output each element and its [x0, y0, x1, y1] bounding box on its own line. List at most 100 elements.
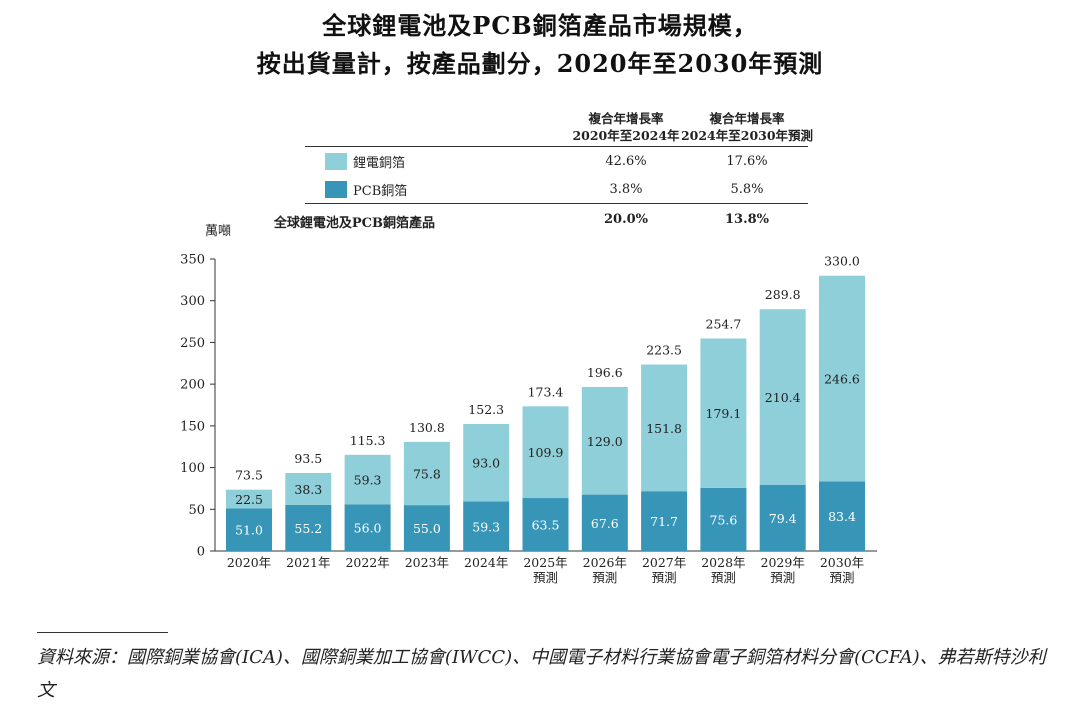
- x-tick-label: 預測: [592, 570, 617, 585]
- y-tick-label: 0: [197, 545, 205, 560]
- bar-lithium-foil: [522, 406, 569, 499]
- bar-lithium-foil: [641, 364, 688, 492]
- cagr-total-label: 全球鋰電池及PCB銅箔產品: [273, 216, 435, 231]
- legend-swatch-pcb-foil: [325, 180, 347, 198]
- data-label-pcb-foil: 75.6: [709, 512, 737, 527]
- cagr-header-2024-2030-line2: 2024年至2030年預測: [680, 128, 814, 143]
- x-tick-label: 預測: [770, 570, 795, 585]
- bar-pcb-foil: [463, 501, 510, 551]
- data-label-total: 93.5: [294, 451, 322, 466]
- data-label-pcb-foil: 55.0: [413, 521, 441, 536]
- x-tick-label: 預測: [533, 570, 558, 585]
- data-label-total: 173.4: [528, 384, 564, 399]
- y-tick-label: 100: [180, 461, 205, 476]
- data-label-lithium-foil: 210.4: [765, 390, 801, 405]
- legend-label-lithium-foil: 鋰電銅箔: [353, 155, 406, 171]
- data-label-total: 73.5: [235, 468, 263, 483]
- bar-pcb-foil: [700, 487, 747, 551]
- data-label-pcb-foil: 63.5: [532, 518, 560, 533]
- table-rule-bottom: [305, 203, 808, 204]
- x-tick-label: 2027年: [642, 555, 686, 570]
- bar-pcb-foil: [522, 498, 569, 551]
- data-label-total: 115.3: [350, 433, 386, 448]
- bar-pcb-foil: [759, 484, 806, 551]
- x-tick-label: 2029年: [761, 555, 805, 570]
- bar-pcb-foil: [581, 494, 628, 551]
- data-label-pcb-foil: 83.4: [828, 509, 856, 524]
- cagr-header-2020-2024: 複合年增長率 2020年至2024年: [556, 110, 696, 144]
- bar-lithium-foil: [226, 489, 272, 509]
- cagr-total-2024-2030: 13.8%: [724, 212, 769, 227]
- x-tick-label: 2026年: [583, 555, 627, 570]
- bar-lithium-foil: [581, 386, 628, 495]
- data-label-lithium-foil: 151.8: [646, 421, 682, 436]
- y-tick-label: 50: [188, 503, 205, 518]
- cagr-lithium-2024-2030: 17.6%: [726, 154, 768, 169]
- cagr-header-2024-2030: 複合年增長率 2024年至2030年預測: [677, 110, 817, 144]
- legend-item-pcb-foil: PCB銅箔: [325, 179, 407, 199]
- stacked-bar-chart: 0 50 100 150 200 250 300 350 51.0 22.5 73.5 2020年 55…: [180, 253, 877, 585]
- data-label-lithium-foil: 129.0: [587, 434, 623, 449]
- x-tick-label: 預測: [711, 570, 736, 585]
- bar-lithium-foil: [819, 275, 865, 482]
- data-label-pcb-foil: 51.0: [235, 523, 263, 538]
- data-label-total: 196.6: [587, 365, 623, 380]
- bar-pcb-foil: [403, 505, 450, 551]
- x-tick-label: 2028年: [701, 555, 745, 570]
- y-tick-label: 300: [180, 294, 205, 309]
- legend-item-lithium-foil: 鋰電銅箔: [325, 151, 405, 171]
- y-tick-label: 150: [180, 419, 205, 434]
- bar-lithium-foil: [700, 338, 747, 488]
- y-tick-label: 250: [180, 336, 205, 351]
- y-axis-unit: 萬噸: [205, 224, 232, 239]
- data-label-lithium-foil: 109.9: [528, 445, 564, 460]
- cagr-pcb-2020-2024: 3.8%: [609, 182, 643, 197]
- table-rule-top: [305, 146, 808, 147]
- bar-pcb-foil: [344, 504, 391, 551]
- bar-lithium-foil: [344, 454, 391, 505]
- data-label-lithium-foil: 22.5: [235, 492, 263, 507]
- bar-lithium-foil: [759, 309, 806, 485]
- x-tick-label: 2025年: [523, 555, 567, 570]
- chart-title-line-1: 全球鋰電池及PCB銅箔產品市場規模，: [322, 11, 758, 40]
- cagr-header-2020-2024-line1: 複合年增長率: [588, 111, 664, 126]
- bar-pcb-foil: [641, 491, 688, 551]
- data-label-lithium-foil: 59.3: [354, 473, 382, 488]
- bar-pcb-foil: [819, 481, 865, 551]
- cagr-header-2024-2030-line1: 複合年增長率: [709, 111, 785, 126]
- data-label-lithium-foil: 93.0: [472, 456, 500, 471]
- x-tick-label: 2021年: [286, 555, 330, 570]
- cagr-pcb-2024-2030: 5.8%: [730, 182, 764, 197]
- bar-pcb-foil: [226, 508, 272, 551]
- bar-pcb-foil: [285, 504, 332, 551]
- data-label-total: 223.5: [646, 343, 682, 358]
- data-label-total: 152.3: [468, 402, 504, 417]
- data-label-lithium-foil: 38.3: [294, 482, 322, 497]
- data-label-pcb-foil: 67.6: [591, 516, 619, 531]
- y-tick-label: 350: [180, 253, 205, 268]
- y-tick-label: 200: [180, 378, 205, 393]
- data-label-total: 330.0: [824, 254, 860, 269]
- data-label-lithium-foil: 246.6: [824, 372, 860, 387]
- data-label-total: 289.8: [765, 287, 801, 302]
- bar-lithium-foil: [403, 441, 450, 506]
- x-tick-label: 預測: [829, 570, 854, 585]
- cagr-total-2020-2024: 20.0%: [603, 212, 648, 227]
- source-divider: [37, 632, 168, 633]
- cagr-lithium-2020-2024: 42.6%: [605, 154, 647, 169]
- x-tick-label: 2022年: [345, 555, 389, 570]
- x-tick-label: 預測: [652, 570, 677, 585]
- data-label-pcb-foil: 79.4: [769, 511, 797, 526]
- bar-lithium-foil: [463, 423, 510, 502]
- x-tick-label: 2024年: [464, 555, 508, 570]
- legend-label-pcb-foil: PCB銅箔: [353, 183, 408, 199]
- source-note: 資料來源：國際銅業協會(ICA)、國際銅業加工協會(IWCC)、中國電子材料行業…: [37, 647, 1046, 701]
- x-tick-label: 2030年: [820, 555, 864, 570]
- data-label-pcb-foil: 56.0: [354, 521, 382, 536]
- x-tick-label: 2020年: [227, 555, 271, 570]
- legend-swatch-lithium-foil: [325, 152, 347, 170]
- data-label-pcb-foil: 71.7: [650, 514, 678, 529]
- data-label-total: 254.7: [706, 317, 742, 332]
- data-label-pcb-foil: 55.2: [294, 521, 322, 536]
- data-label-lithium-foil: 75.8: [413, 466, 441, 481]
